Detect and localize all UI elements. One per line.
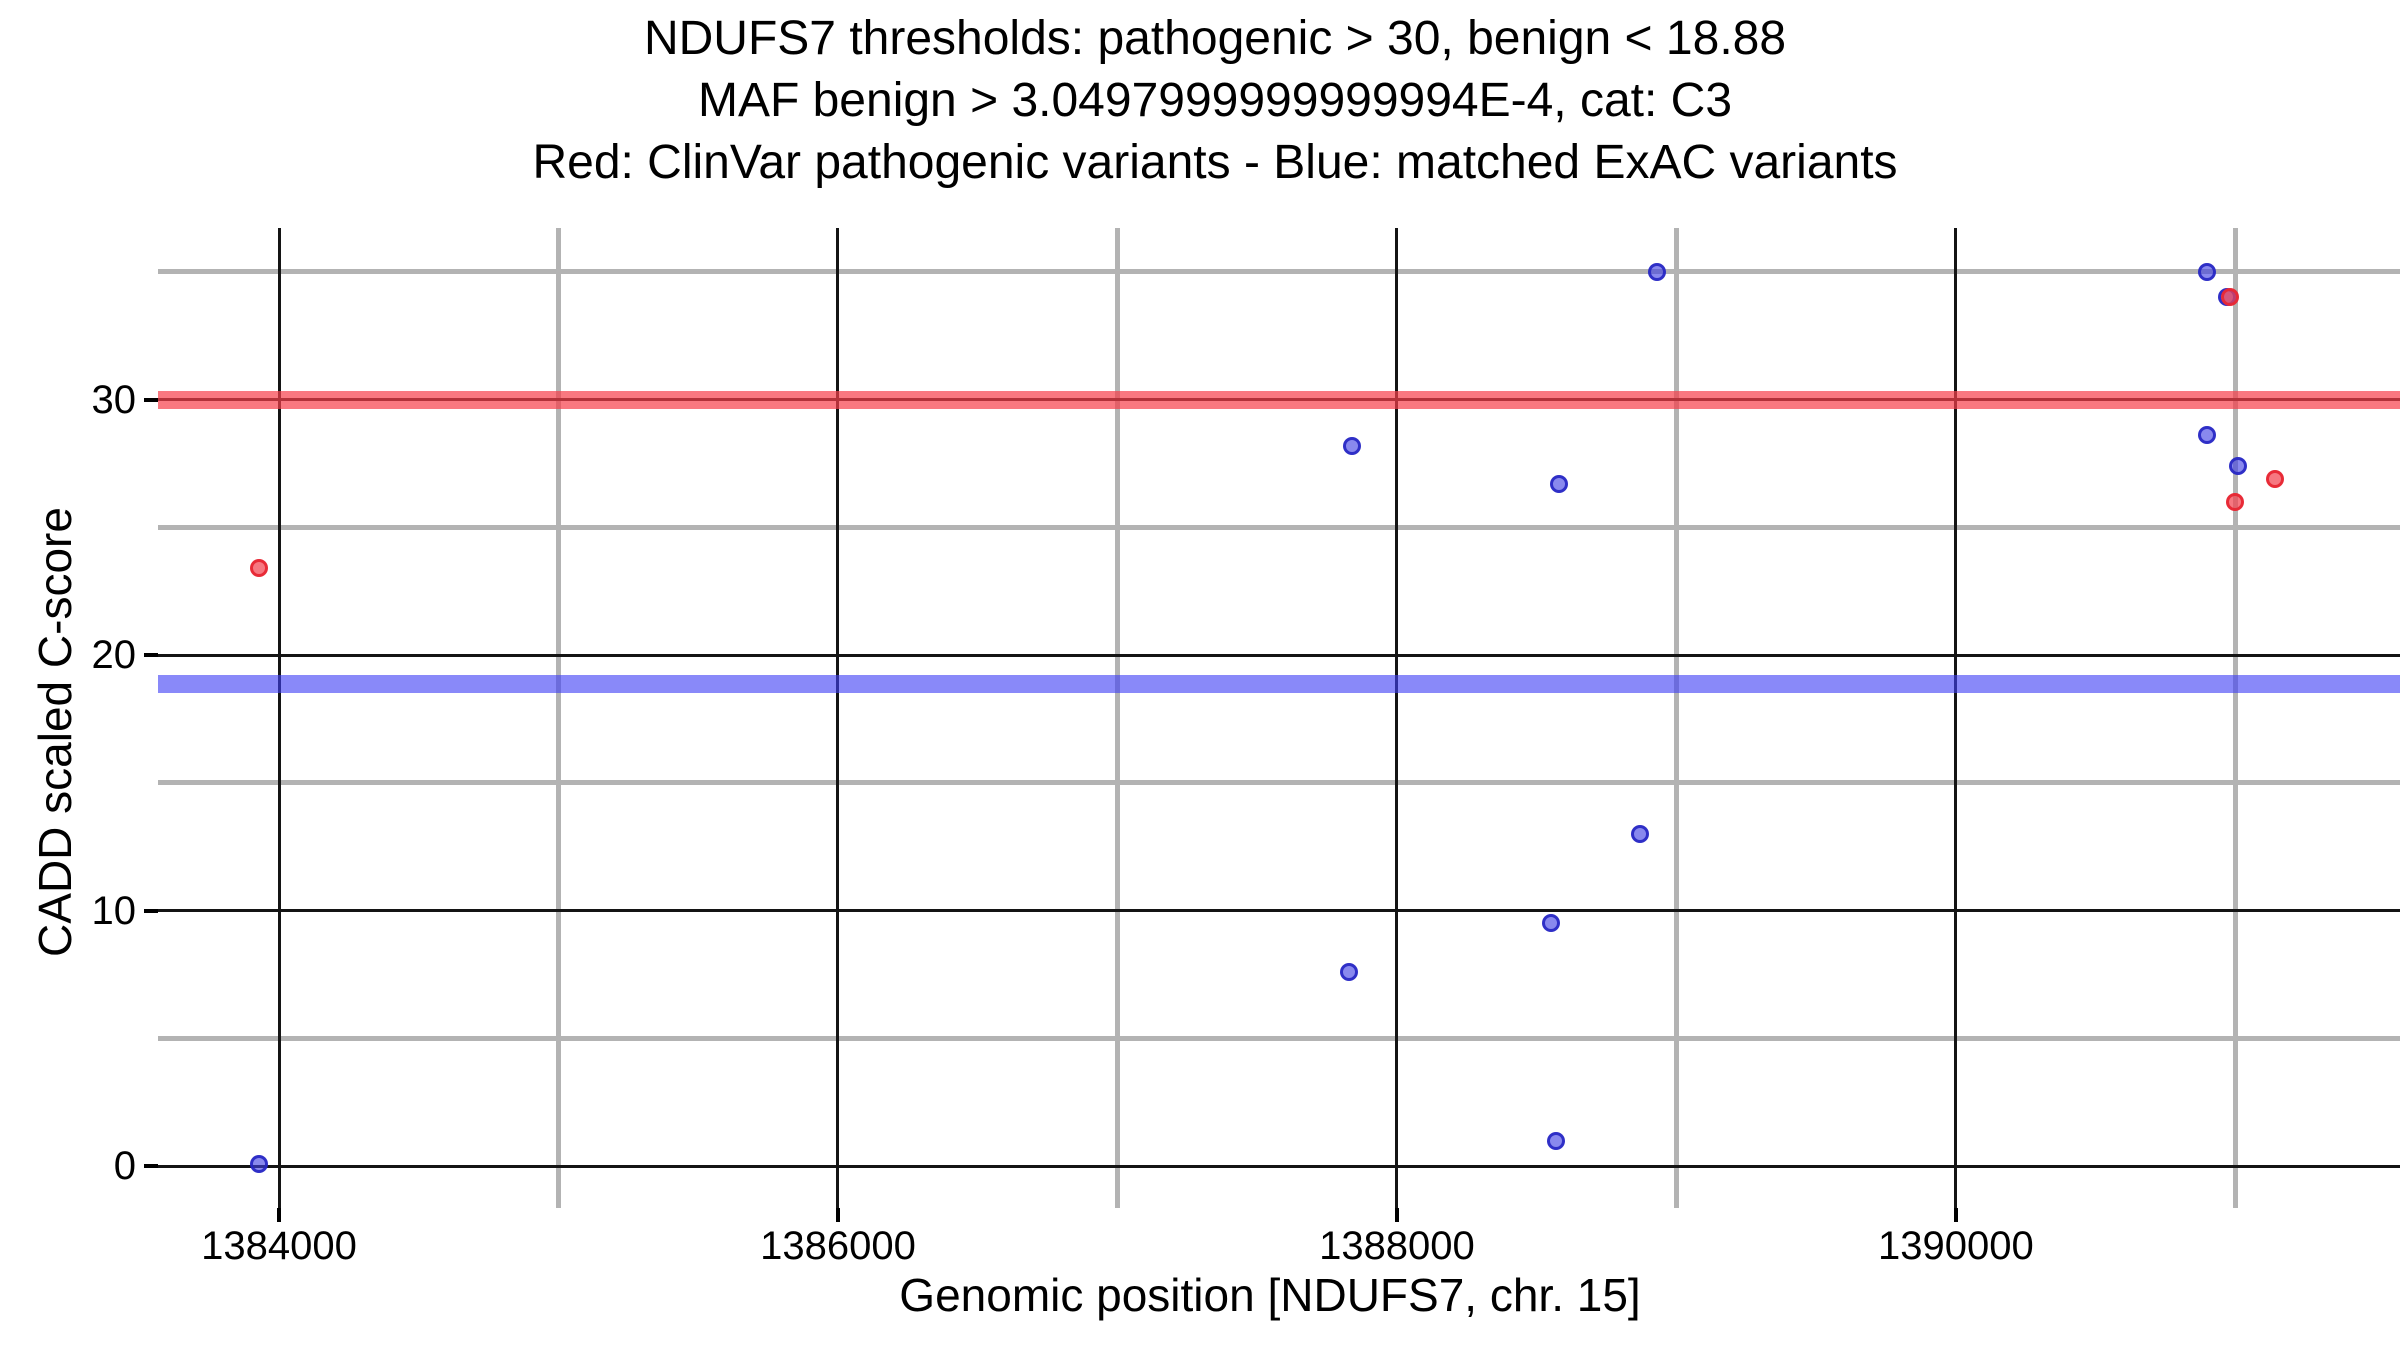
x-axis-tick-label: 1390000 — [1878, 1224, 2034, 1268]
clinvar-pathogenic-point — [2226, 492, 2245, 511]
y-axis-tick-label: 10 — [91, 888, 137, 933]
benign-threshold-band — [158, 674, 2400, 693]
x-axis-tick-label: 1386000 — [760, 1224, 916, 1268]
y-minor-gridline — [158, 524, 2400, 530]
exac-matched-point — [1343, 436, 1362, 455]
chart-title-line-1: NDUFS7 thresholds: pathogenic > 30, beni… — [643, 12, 1787, 65]
clinvar-pathogenic-point — [250, 559, 269, 578]
x-axis-tick — [1394, 1208, 1399, 1222]
x-minor-gridline — [1673, 228, 1679, 1208]
exac-matched-point — [1631, 824, 1650, 843]
y-minor-gridline — [158, 269, 2400, 275]
x-major-gridline — [277, 228, 281, 1208]
x-axis-tick — [277, 1208, 281, 1222]
x-major-gridline — [836, 228, 840, 1208]
y-axis-label: CADD scaled C-score — [29, 507, 81, 957]
x-major-gridline — [1954, 228, 1958, 1208]
clinvar-pathogenic-point — [2265, 469, 2284, 488]
y-axis-tick-label: 20 — [91, 633, 137, 678]
y-axis-tick — [144, 1164, 158, 1169]
x-axis-tick-label: 1384000 — [201, 1224, 357, 1268]
y-axis-tick-label: 0 — [113, 1144, 136, 1189]
y-axis-tick-label: 30 — [91, 377, 137, 422]
x-axis-tick-label: 1388000 — [1319, 1224, 1475, 1268]
y-major-gridline — [158, 909, 2400, 913]
y-axis-tick — [144, 653, 158, 658]
y-minor-gridline — [158, 1035, 2400, 1041]
clinvar-pathogenic-point — [2220, 288, 2239, 307]
x-minor-gridline — [1114, 228, 1120, 1208]
x-minor-gridline — [2232, 228, 2238, 1208]
exac-matched-point — [1550, 474, 1569, 493]
exac-matched-point — [250, 1154, 269, 1173]
exac-matched-point — [1647, 262, 1666, 281]
exac-matched-point — [1541, 914, 1560, 933]
exac-matched-point — [2198, 262, 2217, 281]
plot-panel — [158, 228, 2400, 1208]
chart-title: NDUFS7 thresholds: pathogenic > 30, beni… — [15, 8, 2400, 194]
y-minor-gridline — [158, 780, 2400, 786]
x-minor-gridline — [555, 228, 561, 1208]
chart-title-line-3: Red: ClinVar pathogenic variants - Blue:… — [532, 136, 1898, 189]
x-major-gridline — [1395, 228, 1399, 1208]
x-axis-tick — [1953, 1208, 1958, 1222]
y-major-gridline — [158, 1164, 2400, 1168]
y-major-gridline — [158, 653, 2400, 657]
y-axis-tick — [144, 397, 158, 402]
exac-matched-point — [2198, 426, 2217, 445]
y-axis-tick — [144, 908, 158, 913]
exac-matched-point — [1340, 962, 1359, 981]
pathogenic-threshold-band — [158, 390, 2400, 409]
exac-matched-point — [2229, 457, 2248, 476]
x-axis-label: Genomic position [NDUFS7, chr. 15] — [899, 1269, 1641, 1321]
exac-matched-point — [1547, 1131, 1566, 1150]
chart-title-line-2: MAF benign > 3.0497999999999994E-4, cat:… — [697, 74, 1733, 127]
x-axis-tick — [835, 1208, 840, 1222]
